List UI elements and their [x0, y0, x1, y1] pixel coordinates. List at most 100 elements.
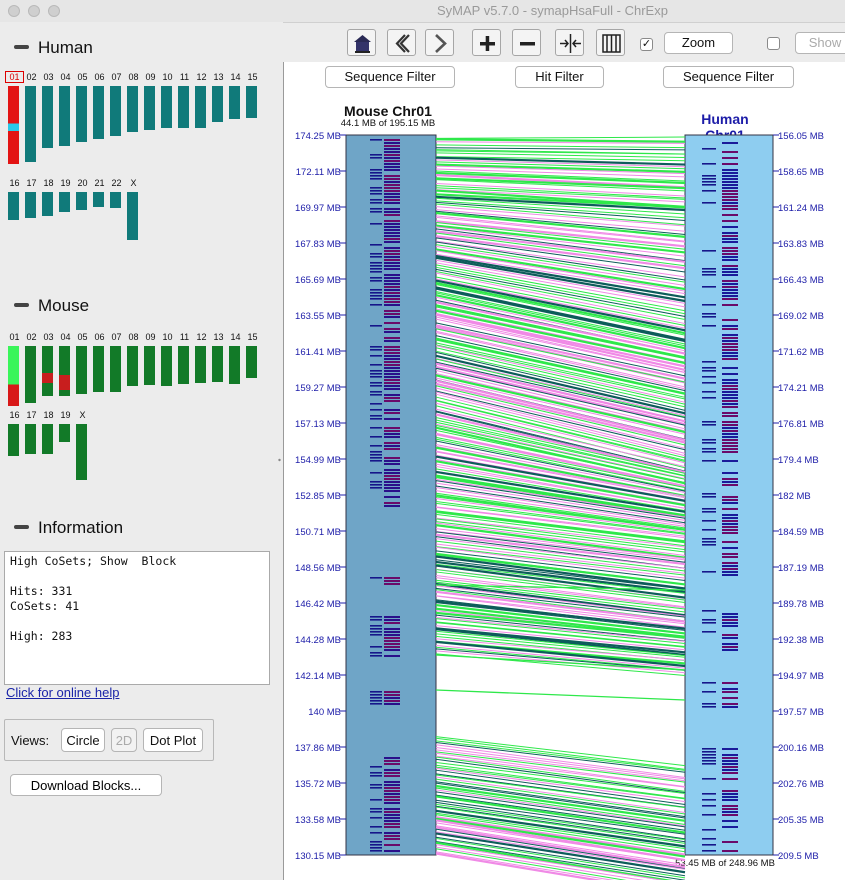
- collapse-icon: [14, 44, 29, 49]
- chromosome-label: 09: [145, 332, 156, 342]
- chromosome-label: X: [79, 410, 86, 420]
- download-blocks-button[interactable]: Download Blocks...: [10, 774, 162, 796]
- left-sequence-filter-button[interactable]: Sequence Filter: [325, 66, 455, 88]
- chromosome-bar[interactable]: [127, 192, 138, 240]
- chromosome-bar[interactable]: [42, 424, 53, 454]
- close-window-button[interactable]: [8, 5, 20, 17]
- gene-mark: [370, 355, 382, 357]
- gene-mark: [370, 409, 382, 411]
- circle-view-button[interactable]: Circle: [61, 728, 105, 752]
- chromosome-bar[interactable]: [25, 424, 36, 454]
- chromosome-bar[interactable]: [212, 346, 223, 382]
- right-sequence-filter-button[interactable]: Sequence Filter: [663, 66, 794, 88]
- chromosome-bar[interactable]: [161, 346, 172, 386]
- show-checkbox[interactable]: [767, 37, 780, 50]
- chromosome-bar[interactable]: [42, 346, 53, 396]
- chromosome-bar[interactable]: [93, 86, 104, 139]
- plus-icon: [480, 36, 495, 51]
- chromosome-bar[interactable]: [42, 192, 53, 216]
- hit-line: [435, 832, 686, 874]
- chromosome-bar[interactable]: [127, 86, 138, 132]
- chromosome-bar[interactable]: [25, 192, 36, 218]
- split-pane-divider[interactable]: [278, 22, 281, 880]
- chromosome-bar[interactable]: [76, 192, 87, 210]
- human-section-header[interactable]: Human: [14, 38, 93, 58]
- chromosome-bar[interactable]: [212, 86, 223, 122]
- hit-line: [435, 494, 686, 531]
- chromosome-bar[interactable]: [93, 192, 104, 207]
- chromosome-bar[interactable]: [8, 86, 19, 164]
- gene-mark: [384, 826, 400, 828]
- hit-filter-button[interactable]: Hit Filter: [515, 66, 604, 88]
- gene-mark: [384, 502, 400, 504]
- chromosome-bar[interactable]: [229, 346, 240, 384]
- hit-line: [435, 654, 686, 671]
- zoom-button[interactable]: Zoom: [664, 32, 733, 54]
- fit-button[interactable]: [555, 29, 584, 56]
- chromosome-bar[interactable]: [110, 346, 121, 392]
- chromosome-bar[interactable]: [144, 86, 155, 130]
- zoom-checkbox[interactable]: ✓: [640, 38, 653, 51]
- scroll-up-button[interactable]: [387, 29, 416, 56]
- gene-mark: [722, 250, 738, 252]
- hit-line: [435, 497, 686, 533]
- scroll-down-button[interactable]: [425, 29, 454, 56]
- gene-mark: [370, 628, 382, 630]
- hit-line: [435, 309, 686, 365]
- zoom-window-button[interactable]: [48, 5, 60, 17]
- synteny-plot[interactable]: 174.25 MB 156.05 MB 172.11 MB 158.65 MB 169.…: [284, 62, 845, 880]
- 2d-view-button[interactable]: 2D: [111, 728, 137, 752]
- hit-line: [435, 357, 686, 417]
- zoom-out-button[interactable]: [512, 29, 541, 56]
- zoom-in-button[interactable]: [472, 29, 501, 56]
- chromosome-bar[interactable]: [127, 346, 138, 386]
- chromosome-bar[interactable]: [76, 86, 87, 142]
- chromosome-bar[interactable]: [178, 86, 189, 128]
- gene-mark: [370, 766, 382, 768]
- gene-mark: [702, 250, 716, 252]
- chromosome-bar[interactable]: [110, 86, 121, 136]
- chromosome-bar[interactable]: [246, 346, 257, 378]
- chromosome-bar[interactable]: [246, 86, 257, 118]
- show-button[interactable]: Show: [795, 32, 845, 54]
- chromosome-bar[interactable]: [229, 86, 240, 119]
- information-section-header[interactable]: Information: [14, 518, 123, 538]
- gene-mark: [702, 493, 716, 495]
- chromosome-bar[interactable]: [42, 86, 53, 148]
- gene-mark: [702, 610, 716, 612]
- chromosome-bar[interactable]: [110, 192, 121, 208]
- gene-mark: [722, 391, 738, 393]
- home-button[interactable]: [347, 29, 376, 56]
- chromosome-bar[interactable]: [8, 346, 19, 406]
- hit-line: [435, 173, 686, 189]
- dotplot-view-button[interactable]: Dot Plot: [143, 728, 203, 752]
- chromosome-bar[interactable]: [195, 86, 206, 128]
- chromosome-bar[interactable]: [8, 424, 19, 456]
- gene-mark: [722, 562, 738, 564]
- online-help-link[interactable]: Click for online help: [6, 685, 120, 700]
- chromosome-bar[interactable]: [178, 346, 189, 384]
- gene-mark: [384, 619, 400, 621]
- chromosome-bar[interactable]: [161, 86, 172, 128]
- chromosome-bar[interactable]: [76, 424, 87, 480]
- chromosome-bar[interactable]: [25, 86, 36, 162]
- chromosome-bar[interactable]: [25, 346, 36, 403]
- chromosome-bar[interactable]: [59, 86, 70, 146]
- chromosome-bar[interactable]: [76, 346, 87, 394]
- gene-mark: [384, 427, 400, 429]
- hit-line: [435, 138, 686, 143]
- chromosome-bar[interactable]: [59, 424, 70, 442]
- chromosome-bar[interactable]: [59, 192, 70, 212]
- chromosome-label: 07: [111, 332, 122, 342]
- chromosome-bar[interactable]: [59, 346, 70, 396]
- gene-mark: [702, 448, 716, 450]
- minimize-window-button[interactable]: [28, 5, 40, 17]
- chromosome-bar[interactable]: [195, 346, 206, 383]
- collapse-icon: [14, 524, 29, 529]
- chromosome-bar[interactable]: [8, 192, 19, 220]
- chromosome-bar[interactable]: [93, 346, 104, 392]
- mouse-section-header[interactable]: Mouse: [14, 296, 89, 316]
- gene-mark: [702, 757, 716, 759]
- full-chromosome-button[interactable]: [596, 29, 625, 56]
- chromosome-bar[interactable]: [144, 346, 155, 385]
